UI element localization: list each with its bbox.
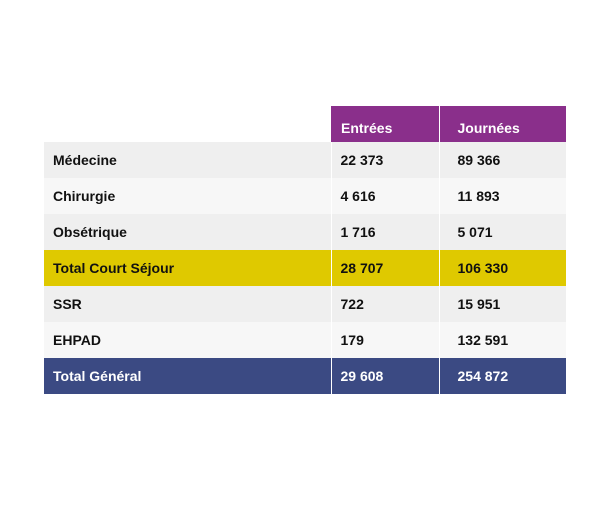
entrees-value: 1 716	[330, 214, 439, 250]
table-row: EHPAD 179 132 591	[44, 322, 566, 358]
entrees-value: 4 616	[330, 178, 439, 214]
entrees-value: 22 373	[330, 142, 439, 178]
header-journees: Journées	[438, 106, 566, 142]
table-row: Obsétrique 1 716 5 071	[44, 214, 566, 250]
table-row: Chirurgie 4 616 11 893	[44, 178, 566, 214]
header-blank-cell	[44, 106, 331, 142]
total-row: Total Général 29 608 254 872	[44, 358, 566, 394]
entrees-value: 29 608	[330, 358, 439, 394]
header-row: Entrées Journées	[44, 106, 566, 142]
row-label: Total Général	[44, 358, 331, 394]
table-row: Médecine 22 373 89 366	[44, 142, 566, 178]
subtotal-row: Total Court Séjour 28 707 106 330	[44, 250, 566, 286]
journees-value: 132 591	[438, 322, 566, 358]
row-label: Chirurgie	[44, 178, 331, 214]
entrees-value: 179	[330, 322, 439, 358]
journees-value: 11 893	[438, 178, 566, 214]
journees-value: 5 071	[438, 214, 566, 250]
row-label: EHPAD	[44, 322, 331, 358]
entrees-value: 28 707	[330, 250, 439, 286]
table-row: SSR 722 15 951	[44, 286, 566, 322]
row-label: SSR	[44, 286, 331, 322]
stats-table: Entrées Journées Médecine 22 373 89 366 …	[44, 106, 566, 394]
header-entrees: Entrées	[331, 106, 439, 142]
row-label: Total Court Séjour	[44, 250, 331, 286]
row-label: Médecine	[44, 142, 331, 178]
journees-value: 89 366	[438, 142, 566, 178]
row-label: Obsétrique	[44, 214, 331, 250]
journees-value: 106 330	[438, 250, 566, 286]
journees-value: 15 951	[438, 286, 566, 322]
entrees-value: 722	[330, 286, 439, 322]
journees-value: 254 872	[438, 358, 566, 394]
